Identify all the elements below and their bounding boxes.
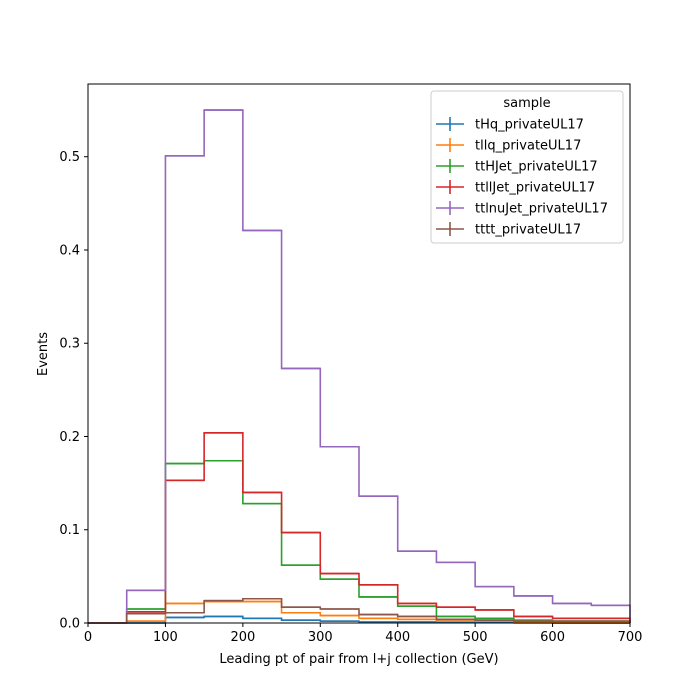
y-axis-label: Events	[36, 332, 51, 376]
legend-label: tllq_privateUL17	[475, 139, 581, 154]
x-tick-label: 600	[540, 630, 565, 645]
x-axis: 0 100 200 300 400 500 600 700	[84, 623, 643, 645]
legend-entry: ttHJet_privateUL17	[436, 159, 598, 175]
y-tick-label: 0.5	[59, 150, 80, 165]
y-tick-label: 0.1	[59, 523, 80, 538]
legend-label: ttlnuJet_privateUL17	[475, 202, 608, 217]
x-tick-label: 0	[84, 630, 92, 645]
x-tick-label: 400	[385, 630, 410, 645]
plot-frame	[87, 83, 631, 624]
legend-entry: ttllJet_privateUL17	[436, 180, 595, 196]
x-tick-label: 500	[463, 630, 488, 645]
legend-title: sample	[503, 96, 550, 111]
legend-entries: tHq_privateUL17 tllq_privateUL17 ttHJet_pr…	[436, 117, 608, 238]
legend-entry: ttlnuJet_privateUL17	[436, 201, 608, 217]
legend-entry: tHq_privateUL17	[436, 117, 584, 133]
y-tick-label: 0.0	[59, 617, 80, 632]
legend-label: ttllJet_privateUL17	[475, 181, 595, 196]
legend-entry: tllq_privateUL17	[436, 138, 581, 154]
x-tick-label: 700	[618, 630, 643, 645]
legend-box	[430, 90, 624, 244]
legend-label: ttHJet_privateUL17	[475, 160, 598, 175]
series-tttt_privateUL17	[88, 597, 631, 624]
x-axis-label: Leading pt of pair from l+j collection (…	[219, 652, 498, 667]
series-layer	[88, 109, 631, 624]
x-tick-label: 300	[308, 630, 333, 645]
x-tick-label: 100	[153, 630, 178, 645]
y-tick-label: 0.4	[59, 243, 80, 258]
legend-label: tttt_privateUL17	[475, 223, 581, 238]
y-tick-label: 0.2	[59, 430, 80, 445]
y-tick-label: 0.3	[59, 337, 80, 352]
x-tick-label: 200	[230, 630, 255, 645]
y-axis: 0.0 0.1 0.2 0.3 0.4 0.5	[59, 150, 88, 632]
legend: sample tHq_privateUL17 tllq_privateUL17tt…	[430, 90, 624, 244]
legend-label: tHq_privateUL17	[475, 118, 584, 133]
legend-entry: tttt_privateUL17	[436, 222, 581, 238]
